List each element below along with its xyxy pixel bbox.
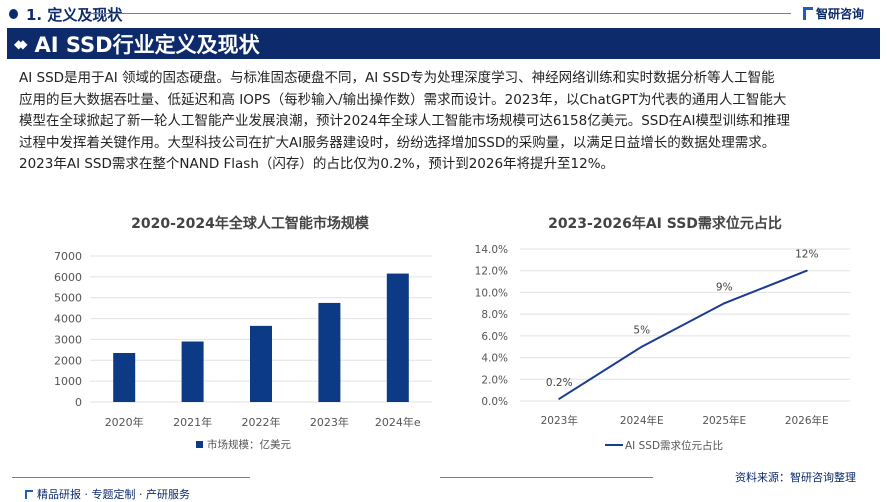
legend-swatch <box>196 441 203 448</box>
y-tick-label: 4.0% <box>481 353 508 365</box>
ssd-share-line-chart: 2023-2026年AI SSD需求位元占比 0.0% 2.0% 4.0% 6.0% 8.… <box>475 215 850 452</box>
y-tick-label: 12.0% <box>475 266 508 278</box>
y-tick-label: 8.0% <box>481 309 508 321</box>
y-tick-label: 0 <box>75 396 82 409</box>
x-tick-label: 2026年E <box>785 414 829 427</box>
y-tick-label: 4000 <box>54 313 82 326</box>
x-tick-label: 2024年e <box>375 415 421 429</box>
bar <box>113 352 136 402</box>
chart-title: 2020-2024年全球人工智能市场规模 <box>131 215 370 232</box>
x-tick-label: 2025年E <box>702 414 746 427</box>
paragraph-line: 2023年AI SSD需求在整个NAND Flash（闪存）的占比仅为0.2%，… <box>19 156 615 172</box>
data-point <box>723 302 726 305</box>
section-title: 1. 定义及现状 <box>26 6 123 24</box>
tagline-text: 精品研报 · 专题定制 · 产研服务 <box>37 488 190 501</box>
x-tick-label: 2021年 <box>173 415 212 429</box>
source-note: 资料来源：智研咨询整理 <box>735 471 856 484</box>
x-tick-label: 2022年 <box>242 415 281 429</box>
chart-title: 2023-2026年AI SSD需求位元占比 <box>548 215 782 232</box>
paragraph-line: 模型在全球掀起了新一轮人工智能产业发展浪潮，预计2024年全球人工智能市场规模可… <box>19 113 790 129</box>
y-tick-label: 10.0% <box>475 287 508 299</box>
data-label: 12% <box>795 249 818 261</box>
brand-logo-icon <box>803 7 813 20</box>
footer-divider <box>12 477 250 478</box>
page-title-bar: ◆◆ AI SSD行业定义及现状 <box>7 28 880 59</box>
y-tick-label: 7000 <box>54 250 82 263</box>
data-point <box>640 345 643 348</box>
brand-logo: 智研咨询 <box>803 5 864 22</box>
diamond-icon: ◆◆ <box>14 36 28 51</box>
brand-logo-icon <box>25 489 33 499</box>
y-tick-label: 5000 <box>54 292 82 305</box>
data-label: 5% <box>633 325 650 337</box>
section-bullet <box>9 9 18 19</box>
y-tick-label: 2000 <box>54 354 82 367</box>
x-tick-label: 2023年 <box>541 414 578 427</box>
brand-name: 智研咨询 <box>816 7 865 21</box>
page-title: AI SSD行业定义及现状 <box>34 32 260 57</box>
bar <box>250 325 272 402</box>
series-line <box>558 269 808 400</box>
y-tick-label: 6000 <box>54 271 82 284</box>
paragraph-line: AI SSD是用于AI 领域的固态硬盘。与标准固态硬盘不同，AI SSD专为处理… <box>19 70 775 86</box>
y-tick-label: 6.0% <box>481 331 508 343</box>
legend-label: AI SSD需求位元占比 <box>625 439 723 452</box>
data-label: 9% <box>716 281 733 293</box>
footer-tagline: 精品研报 · 专题定制 · 产研服务 <box>25 486 190 502</box>
y-tick-label: 1000 <box>54 375 82 388</box>
data-point <box>805 269 808 272</box>
x-tick-label: 2020年 <box>105 415 144 429</box>
y-tick-label: 0.0% <box>481 396 508 408</box>
footer-divider <box>440 477 653 478</box>
intro-paragraph: AI SSD是用于AI 领域的固态硬盘。与标准固态硬盘不同，AI SSD专为处理… <box>19 68 881 176</box>
bar <box>181 341 204 402</box>
y-tick-label: 14.0% <box>475 244 508 256</box>
section-divider <box>86 13 791 14</box>
x-tick-label: 2023年 <box>310 415 349 429</box>
market-size-bar-chart: 2020-2024年全球人工智能市场规模 0 1000 2000 3000 4000 500… <box>54 215 432 451</box>
paragraph-line: 应用的巨大数据吞吐量、低延迟和高 IOPS（每秒输入/输出操作数）需求而设计。2… <box>19 91 787 108</box>
bar <box>318 302 341 402</box>
x-tick-label: 2024年E <box>620 414 664 427</box>
data-point <box>558 397 561 400</box>
bar <box>386 273 409 402</box>
paragraph-line: 过程中发挥着关键作用。大型科技公司在扩大AI服务器建设时，纷纷选择增加SSD的采… <box>19 134 776 151</box>
y-tick-label: 2.0% <box>481 374 508 386</box>
y-tick-label: 3000 <box>54 333 82 346</box>
data-label: 0.2% <box>546 377 573 389</box>
legend-label: 市场规模：亿美元 <box>207 438 291 451</box>
